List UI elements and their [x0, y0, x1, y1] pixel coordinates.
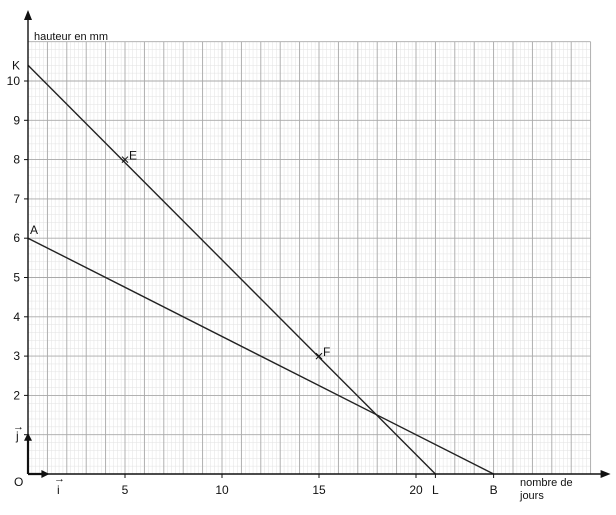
- x-tick-label: 15: [312, 483, 326, 497]
- point-l-label: L: [432, 483, 439, 497]
- x-tick-label: 5: [122, 483, 129, 497]
- y-tick-label: 6: [13, 231, 20, 245]
- series-line-2: [27, 237, 494, 475]
- axes: [24, 10, 611, 478]
- unit-vector-j-head: [24, 432, 32, 441]
- point-e-marker: [121, 156, 129, 163]
- unit-vector-i-label: i: [57, 483, 60, 497]
- x-axis-arrow: [600, 470, 611, 478]
- y-tick-label: 5: [13, 271, 20, 285]
- y-axis-arrow: [24, 10, 32, 20]
- y-tick-label: 8: [13, 153, 20, 167]
- x-tick-label: 10: [215, 483, 229, 497]
- point-e-label: E: [129, 149, 137, 163]
- unit-vector-j-arrow: →: [13, 421, 24, 433]
- unit-vector-i-head: [41, 470, 50, 478]
- unit-vector-j-label: j: [15, 429, 19, 443]
- y-tick-label: 10: [7, 74, 21, 88]
- point-b-label: B: [490, 483, 498, 497]
- point-f-label: F: [323, 345, 330, 359]
- unit-vector-i-arrow: →: [54, 473, 65, 485]
- y-tick-label: 4: [13, 310, 20, 324]
- series-layer: [27, 64, 494, 475]
- series-line-1: [27, 64, 436, 475]
- point-a-label: A: [30, 223, 38, 237]
- y-tick-label: 9: [13, 113, 20, 127]
- point-f-marker: [315, 352, 323, 360]
- y-tick-label: 7: [13, 192, 20, 206]
- x-axis-label-line1: nombre de: [520, 477, 573, 489]
- y-tick-label: 2: [13, 388, 20, 402]
- point-k-label: K: [12, 58, 20, 72]
- x-tick-label: 20: [409, 483, 423, 497]
- ticks: 5 10 15 20 2 3 4 5 6 7 8 9 10: [7, 74, 423, 497]
- grid-major: [27, 41, 592, 475]
- y-axis-label: hauteur en mm: [34, 31, 108, 43]
- grid-fine: [27, 41, 591, 475]
- points-layer: K E F A L B: [12, 58, 498, 497]
- x-axis-label-line2: jours: [519, 490, 544, 502]
- y-tick-label: 3: [13, 349, 20, 363]
- origin-label: O: [14, 475, 23, 489]
